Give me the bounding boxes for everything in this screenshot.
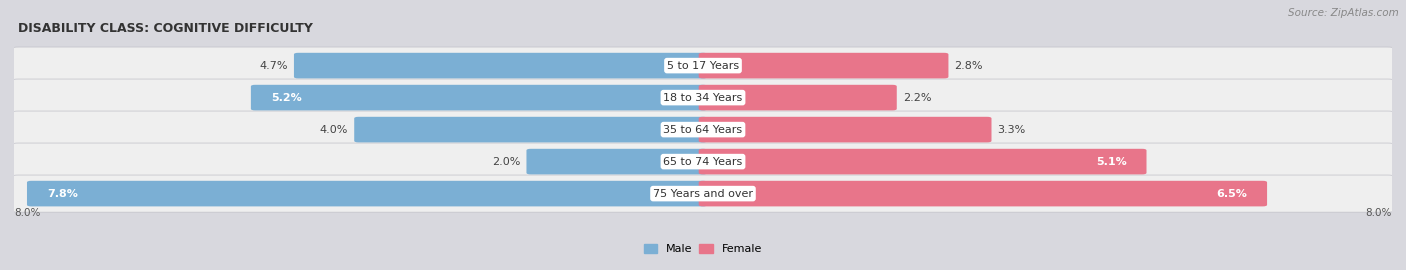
- Text: 2.0%: 2.0%: [492, 157, 520, 167]
- Text: 5 to 17 Years: 5 to 17 Years: [666, 60, 740, 70]
- Text: 5.2%: 5.2%: [271, 93, 301, 103]
- Text: 2.8%: 2.8%: [955, 60, 983, 70]
- FancyBboxPatch shape: [8, 111, 1398, 148]
- FancyBboxPatch shape: [699, 85, 897, 110]
- Text: 35 to 64 Years: 35 to 64 Years: [664, 124, 742, 135]
- Text: 8.0%: 8.0%: [1365, 208, 1392, 218]
- Text: 65 to 74 Years: 65 to 74 Years: [664, 157, 742, 167]
- Text: Source: ZipAtlas.com: Source: ZipAtlas.com: [1288, 8, 1399, 18]
- Text: 4.7%: 4.7%: [260, 60, 288, 70]
- FancyBboxPatch shape: [354, 117, 707, 142]
- FancyBboxPatch shape: [8, 175, 1398, 212]
- Text: 2.2%: 2.2%: [903, 93, 931, 103]
- Text: 8.0%: 8.0%: [14, 208, 41, 218]
- FancyBboxPatch shape: [699, 149, 1146, 174]
- FancyBboxPatch shape: [699, 117, 991, 142]
- Text: 5.1%: 5.1%: [1095, 157, 1126, 167]
- Text: 6.5%: 6.5%: [1216, 189, 1247, 199]
- FancyBboxPatch shape: [250, 85, 707, 110]
- Text: 18 to 34 Years: 18 to 34 Years: [664, 93, 742, 103]
- FancyBboxPatch shape: [27, 181, 707, 206]
- Text: 3.3%: 3.3%: [997, 124, 1026, 135]
- Text: DISABILITY CLASS: COGNITIVE DIFFICULTY: DISABILITY CLASS: COGNITIVE DIFFICULTY: [18, 22, 314, 35]
- Text: 4.0%: 4.0%: [319, 124, 349, 135]
- FancyBboxPatch shape: [699, 181, 1267, 206]
- FancyBboxPatch shape: [8, 143, 1398, 180]
- Text: 7.8%: 7.8%: [46, 189, 77, 199]
- FancyBboxPatch shape: [526, 149, 707, 174]
- FancyBboxPatch shape: [294, 53, 707, 78]
- Legend: Male, Female: Male, Female: [640, 239, 766, 259]
- FancyBboxPatch shape: [699, 53, 949, 78]
- FancyBboxPatch shape: [8, 79, 1398, 116]
- FancyBboxPatch shape: [8, 47, 1398, 84]
- Text: 75 Years and over: 75 Years and over: [652, 189, 754, 199]
